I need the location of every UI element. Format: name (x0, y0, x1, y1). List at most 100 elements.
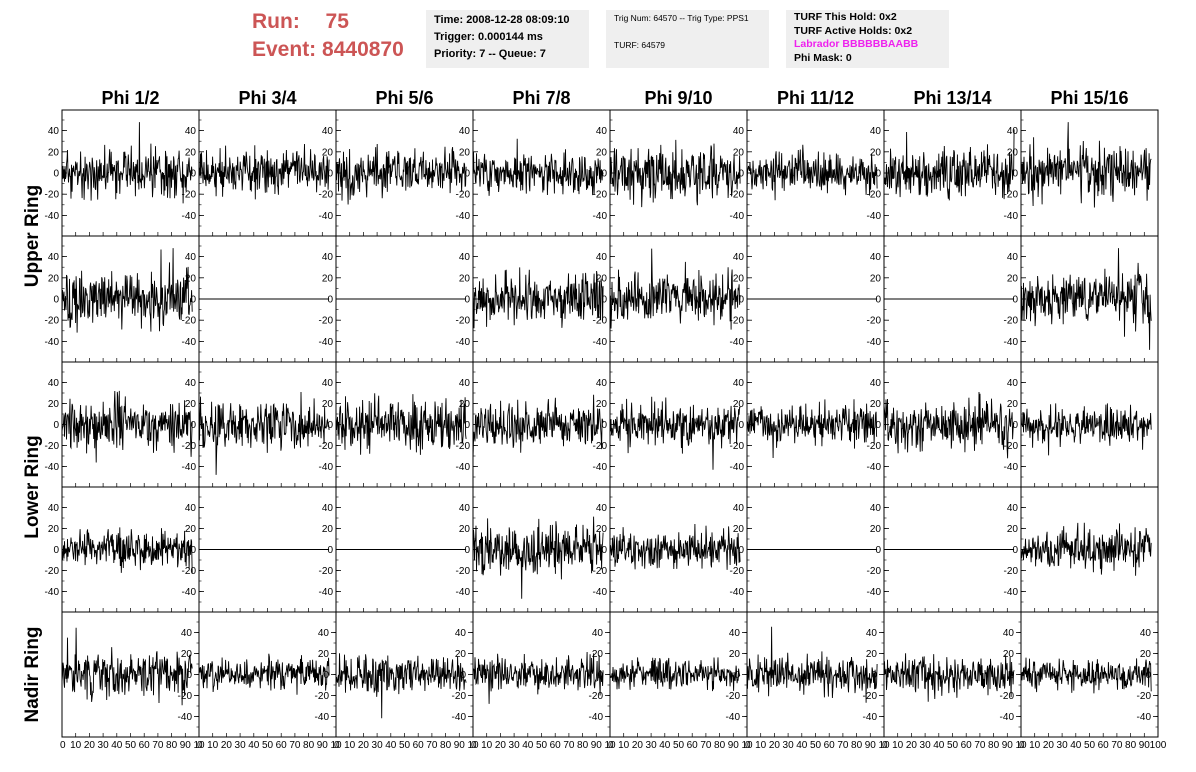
x-tick-label: 20 (358, 740, 370, 751)
y-tick-label: 20 (1007, 399, 1019, 410)
waveform-trace (883, 129, 1015, 201)
y-tick-label: 40 (318, 628, 330, 639)
y-tick-label: 20 (181, 649, 193, 660)
y-tick-label: 40 (596, 503, 608, 514)
x-tick-label: 90 (317, 740, 329, 751)
y-tick-label: 20 (592, 649, 604, 660)
y-tick-label: 40 (322, 126, 334, 137)
y-tick-label: 0 (875, 420, 881, 431)
y-tick-label: -40 (182, 462, 197, 473)
turf-hold-info-box: TURF This Hold: 0x2 TURF Active Holds: 0… (786, 10, 949, 68)
waveform-trace (61, 122, 193, 204)
y-tick-label: -40 (319, 211, 334, 222)
y-tick-label: -20 (730, 316, 745, 327)
x-tick-label: 60 (824, 740, 836, 751)
event-line: Event: 8440870 (252, 36, 404, 64)
y-tick-label: -40 (867, 462, 882, 473)
waveform-trace (198, 391, 330, 475)
x-tick-label: 80 (166, 740, 178, 751)
y-tick-label: -20 (182, 190, 197, 201)
waveform-trace (609, 248, 741, 330)
y-tick-label: 20 (1007, 273, 1019, 284)
y-tick-label: -40 (456, 337, 471, 348)
x-tick-label: 60 (139, 740, 151, 751)
y-tick-label: 20 (733, 273, 745, 284)
x-tick-label: 90 (1139, 740, 1151, 751)
x-tick-label: 70 (700, 740, 712, 751)
x-tick-label: 90 (728, 740, 740, 751)
y-tick-label: 0 (53, 545, 59, 556)
x-tick-label: 20 (906, 740, 918, 751)
y-tick-label: 40 (729, 628, 741, 639)
y-tick-label: -20 (319, 566, 334, 577)
y-tick-label: 20 (322, 147, 334, 158)
waveform-trace (609, 396, 741, 470)
x-tick-label: 10 (604, 740, 616, 751)
x-tick-label: 80 (303, 740, 315, 751)
x-tick-label: 30 (372, 740, 384, 751)
y-tick-label: -20 (726, 691, 741, 702)
y-tick-label: -40 (863, 712, 878, 723)
y-tick-label: -40 (45, 211, 60, 222)
x-tick-label: 70 (1111, 740, 1123, 751)
y-tick-label: -20 (730, 566, 745, 577)
y-tick-label: 20 (729, 649, 741, 660)
x-tick-label: 0 (471, 740, 477, 751)
y-tick-label: 20 (459, 524, 471, 535)
y-tick-label: 40 (1007, 378, 1019, 389)
y-tick-label: -20 (315, 691, 330, 702)
y-tick-label: -20 (319, 316, 334, 327)
x-tick-label: 40 (1070, 740, 1082, 751)
y-tick-label: 40 (1007, 252, 1019, 263)
y-tick-label: 20 (596, 273, 608, 284)
y-tick-label: -20 (178, 691, 193, 702)
x-tick-label: 40 (111, 740, 123, 751)
y-tick-label: 40 (596, 252, 608, 263)
y-tick-label: 20 (1140, 649, 1152, 660)
y-tick-label: -40 (593, 211, 608, 222)
waveform-trace (61, 390, 193, 463)
x-tick-label: 30 (509, 740, 521, 751)
y-tick-label: -20 (319, 190, 334, 201)
y-tick-label: 20 (318, 649, 330, 660)
y-tick-label: 40 (866, 628, 878, 639)
y-tick-label: -20 (456, 190, 471, 201)
x-tick-label: 30 (235, 740, 247, 751)
y-tick-label: 0 (464, 545, 470, 556)
y-tick-label: 0 (601, 420, 607, 431)
x-tick-label: 50 (810, 740, 822, 751)
y-tick-label: -40 (1004, 587, 1019, 598)
y-tick-label: 20 (48, 399, 60, 410)
column-title: Phi 5/6 (375, 88, 433, 108)
x-tick-label: 90 (180, 740, 192, 751)
y-tick-label: -40 (867, 337, 882, 348)
waveform-trace (198, 143, 330, 200)
time-trigger-info-box: Time: 2008-12-28 08:09:10 Trigger: 0.000… (426, 10, 589, 68)
y-tick-label: 40 (459, 252, 471, 263)
waveform-trace (609, 657, 741, 692)
x-tick-label: 30 (1057, 740, 1069, 751)
x-tick-label: 70 (289, 740, 301, 751)
y-tick-label: -40 (178, 712, 193, 723)
x-tick-label: 0 (608, 740, 614, 751)
waveform-trace (472, 651, 604, 704)
y-tick-label: -40 (593, 337, 608, 348)
y-tick-label: 0 (327, 295, 333, 306)
waveform-trace (1020, 657, 1152, 694)
x-tick-label: 10 (481, 740, 493, 751)
x-tick-label: 0 (882, 740, 888, 751)
run-event-block: Run: 75 Event: 8440870 (252, 8, 404, 64)
y-tick-label: -40 (593, 587, 608, 598)
y-tick-label: -40 (182, 337, 197, 348)
y-tick-label: -20 (456, 566, 471, 577)
y-tick-label: 40 (870, 252, 882, 263)
y-tick-label: 40 (185, 252, 197, 263)
waveform-trace (609, 139, 741, 208)
x-tick-label: 50 (673, 740, 685, 751)
x-tick-label: 10 (618, 740, 630, 751)
turf-text: TURF: 64579 (614, 40, 666, 50)
trigger-text: Trigger: 0.000144 ms (434, 31, 543, 43)
y-tick-label: 0 (738, 545, 744, 556)
y-tick-label: 0 (464, 420, 470, 431)
y-tick-label: -20 (45, 190, 60, 201)
